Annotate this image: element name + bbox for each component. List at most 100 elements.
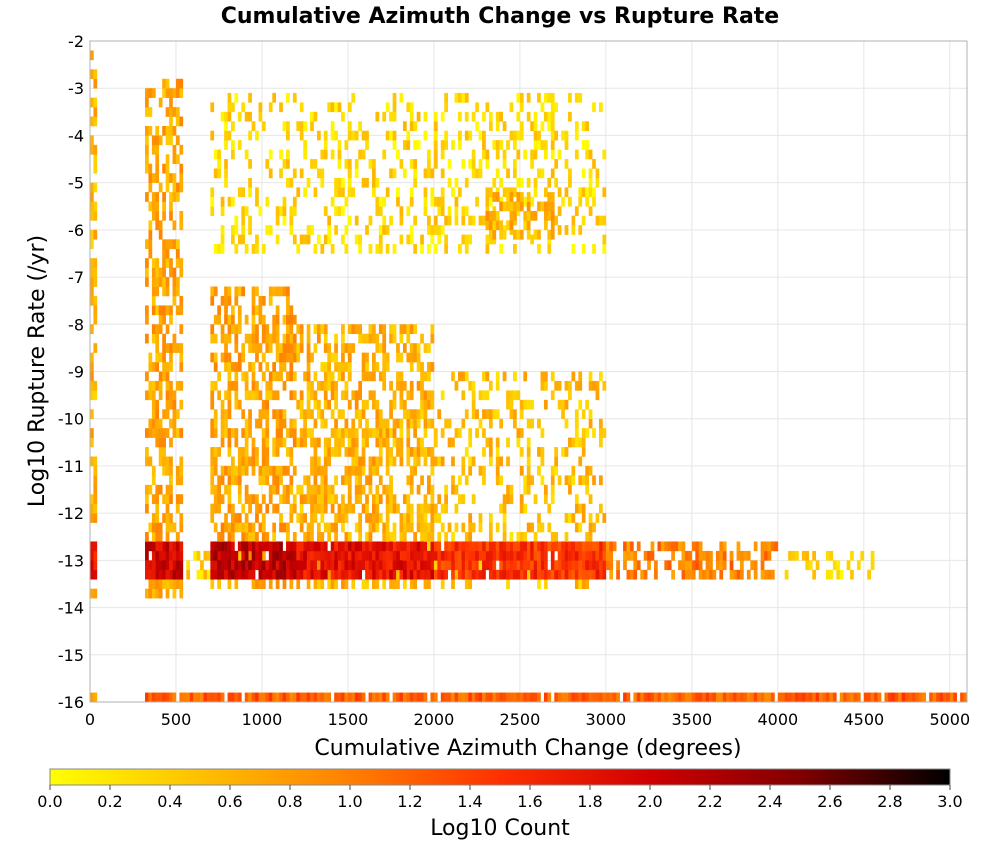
heatmap-cell [220, 225, 225, 235]
heatmap-cell [458, 244, 462, 254]
heatmap-cell [509, 399, 514, 410]
y-tick-label: -16 [58, 693, 84, 712]
y-tick-label: -7 [68, 268, 84, 287]
heatmap-cell [175, 569, 180, 580]
heatmap-cell [162, 428, 166, 438]
heatmap-cell [440, 149, 445, 160]
heatmap-cell [289, 475, 294, 486]
heatmap-cell [224, 541, 228, 552]
heatmap-cell [409, 111, 414, 122]
heatmap-cell [509, 484, 514, 495]
heatmap-cell [169, 380, 173, 391]
heatmap-cell [299, 409, 304, 420]
heatmap-cell [248, 187, 252, 198]
heatmap-cell [468, 550, 473, 561]
heatmap-cell [327, 352, 332, 363]
heatmap-cell [175, 192, 180, 202]
heatmap-cell [148, 541, 153, 552]
heatmap-cell [911, 692, 916, 703]
heatmap-cell [179, 399, 184, 410]
heatmap-cell [292, 343, 297, 353]
heatmap-cell [165, 380, 170, 391]
heatmap-cell [495, 550, 500, 561]
heatmap-cell [537, 201, 541, 212]
heatmap-cell [399, 437, 404, 448]
heatmap-cell [433, 225, 438, 235]
heatmap-cell [578, 475, 583, 486]
heatmap-cell [523, 532, 528, 542]
heatmap-cell [158, 692, 163, 703]
heatmap-cell [399, 456, 404, 467]
heatmap-cell [430, 225, 435, 235]
heatmap-cell [506, 399, 510, 410]
heatmap-cell [409, 418, 414, 429]
heatmap-cell [427, 475, 431, 486]
heatmap-cell [420, 244, 424, 254]
heatmap-cell [162, 409, 166, 420]
heatmap-cell [299, 550, 304, 561]
heatmap-cell [151, 494, 156, 504]
heatmap-cell [361, 465, 366, 476]
heatmap-cell [513, 541, 517, 552]
heatmap-cell [327, 579, 332, 589]
heatmap-cell [530, 569, 534, 580]
heatmap-cell [265, 428, 270, 438]
colorbar-tick-label: 3.0 [937, 792, 962, 811]
heatmap-cell [241, 234, 246, 245]
heatmap-cell [602, 550, 607, 561]
heatmap-cell [354, 522, 359, 533]
heatmap-cell [523, 220, 528, 231]
heatmap-cell [162, 513, 166, 523]
heatmap-cell [210, 102, 215, 113]
heatmap-cell [175, 88, 180, 98]
heatmap-cell [316, 380, 321, 391]
heatmap-cell [698, 560, 703, 571]
heatmap-cell [509, 494, 514, 504]
heatmap-cell [148, 107, 153, 117]
heatmap-cell [413, 324, 418, 335]
heatmap-cell [437, 494, 442, 504]
heatmap-cell [261, 121, 266, 131]
heatmap-cell [495, 541, 500, 552]
heatmap-cell [475, 168, 479, 179]
heatmap-cell [519, 569, 524, 580]
heatmap-cell [268, 541, 273, 552]
heatmap-cell [574, 569, 579, 580]
heatmap-cell [248, 560, 252, 571]
heatmap-cell [90, 456, 94, 467]
heatmap-cell [162, 550, 166, 561]
heatmap-cell [334, 390, 338, 401]
heatmap-cell [93, 380, 98, 391]
heatmap-cell [265, 456, 270, 467]
heatmap-cell [323, 399, 328, 410]
heatmap-cell [334, 225, 338, 235]
heatmap-cell [234, 522, 239, 533]
heatmap-cell [409, 187, 414, 198]
heatmap-cell [468, 532, 473, 542]
heatmap-cell [292, 352, 297, 363]
heatmap-cell [347, 475, 352, 486]
heatmap-cell [268, 390, 273, 401]
heatmap-cell [148, 522, 153, 533]
heatmap-cell [396, 447, 400, 457]
heatmap-cell [361, 560, 366, 571]
heatmap-cell [347, 447, 352, 457]
heatmap-cell [674, 692, 679, 703]
heatmap-cell [396, 418, 400, 429]
heatmap-cell [261, 560, 266, 571]
heatmap-cell [485, 541, 490, 552]
heatmap-cell [447, 560, 452, 571]
heatmap-cell [179, 456, 184, 467]
heatmap-cell [389, 541, 393, 552]
heatmap-cell [440, 168, 445, 179]
heatmap-cell [241, 532, 246, 542]
heatmap-cell [568, 484, 572, 495]
heatmap-cell [169, 88, 173, 98]
heatmap-cell [286, 371, 290, 382]
heatmap-cell [344, 447, 349, 457]
heatmap-cell [165, 569, 170, 580]
heatmap-cell [155, 305, 160, 316]
heatmap-cell [585, 484, 589, 495]
heatmap-cell [217, 579, 221, 589]
